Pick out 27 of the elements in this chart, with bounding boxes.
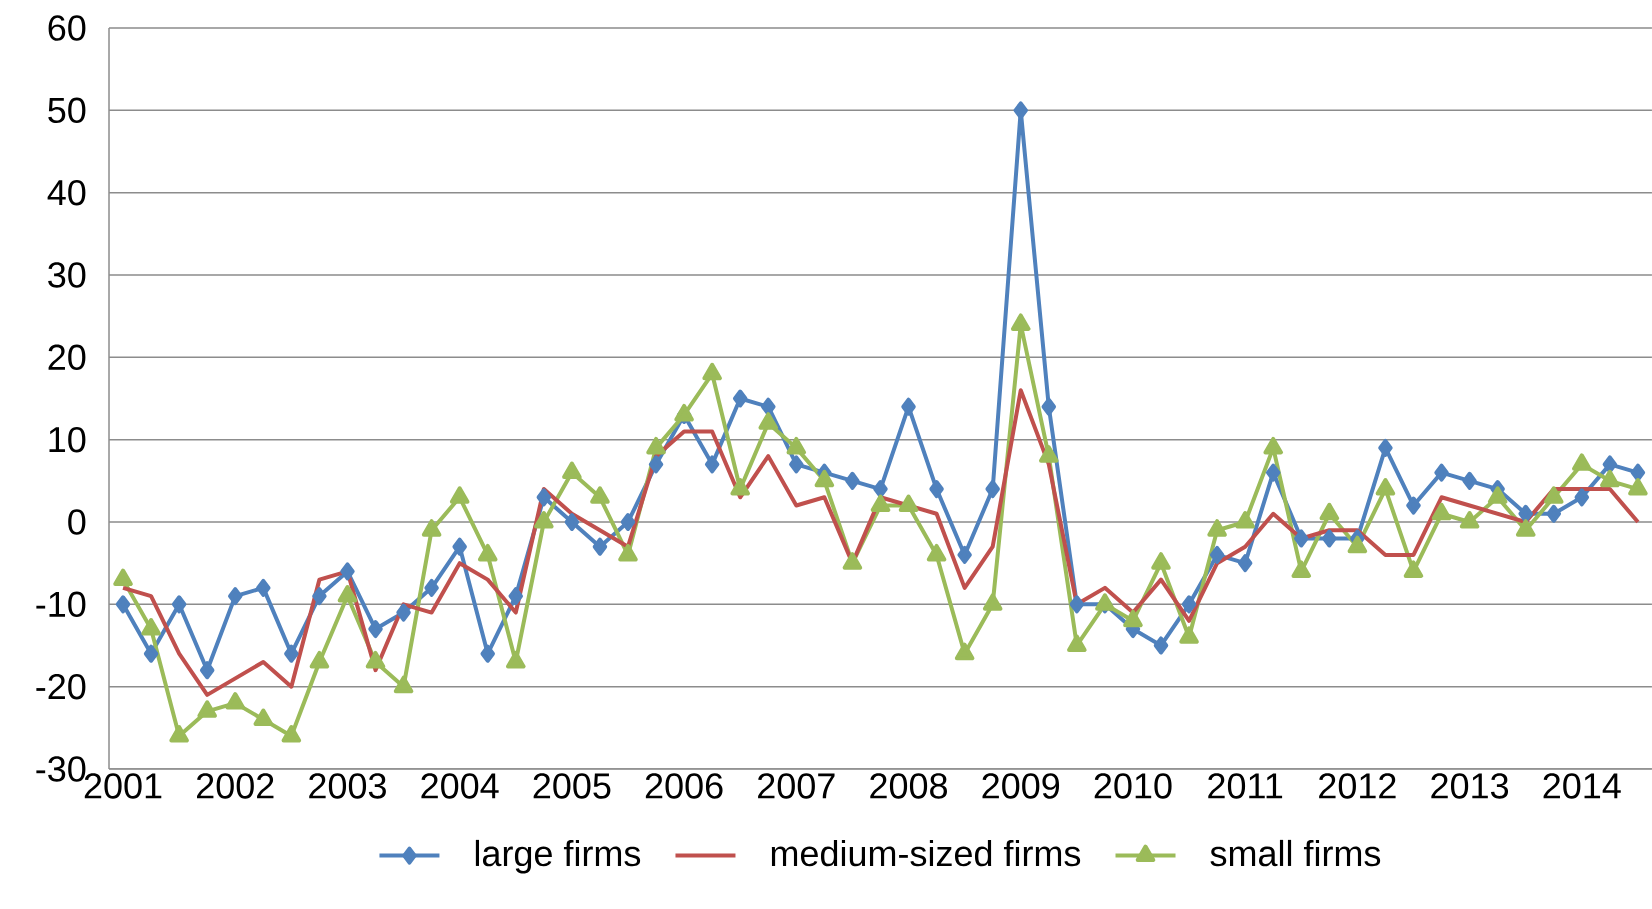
x-tick-label: 2010 [1094, 773, 1172, 799]
y-tick-label: -20 [36, 673, 86, 700]
x-tick-label: 2002 [197, 773, 274, 799]
y-tick-label: 50 [48, 97, 86, 124]
x-tick-label: 2003 [309, 773, 386, 799]
x-tick-label: 2005 [533, 773, 611, 799]
x-tick-label: 2007 [758, 773, 835, 799]
y-tick-label: -30 [36, 756, 86, 782]
legend-label: large firms [475, 839, 641, 874]
y-tick-label: -10 [36, 591, 86, 618]
legend-label: small firms [1210, 839, 1381, 867]
x-tick-label: 2012 [1319, 773, 1396, 799]
x-tick-label: 2004 [421, 773, 499, 799]
x-tick-label: 2008 [870, 773, 947, 799]
y-tick-label: 40 [47, 179, 86, 206]
y-tick-label: 30 [48, 262, 86, 288]
x-tick-label: 2001 [84, 773, 162, 799]
x-tick-label: 2011 [1208, 773, 1283, 799]
y-tick-label: 0 [68, 509, 86, 535]
x-tick-label: 2014 [1543, 773, 1621, 799]
x-tick-label: 2013 [1431, 773, 1509, 799]
legend-label: medium-sized firms [771, 839, 1081, 867]
y-tick-label: 20 [48, 344, 86, 371]
y-tick-label: 10 [49, 426, 86, 453]
y-tick-label: 60 [48, 15, 86, 41]
x-tick-label: 2009 [982, 773, 1060, 799]
x-tick-label: 2006 [645, 773, 723, 799]
